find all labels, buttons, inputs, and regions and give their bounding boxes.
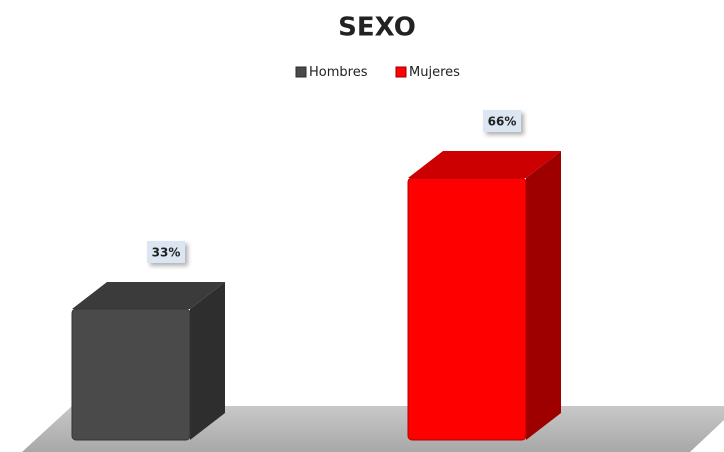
value-label-box <box>483 109 521 132</box>
bar-side <box>526 150 561 441</box>
value-label: 33% <box>152 245 181 259</box>
bars: 33% 66% <box>71 109 561 441</box>
legend-swatch <box>395 66 407 78</box>
bar-side <box>190 281 225 440</box>
bar-top <box>72 281 225 309</box>
legend: Hombres Mujeres <box>295 65 460 80</box>
bar-top <box>408 150 561 178</box>
value-label-box <box>147 240 185 263</box>
bar <box>71 308 191 441</box>
legend-label: Mujeres <box>409 65 460 80</box>
value-label: 66% <box>488 114 517 128</box>
chart-title: SEXO <box>338 13 416 43</box>
legend-label: Hombres <box>309 65 368 80</box>
bar <box>407 177 527 441</box>
legend-swatch <box>295 66 307 78</box>
